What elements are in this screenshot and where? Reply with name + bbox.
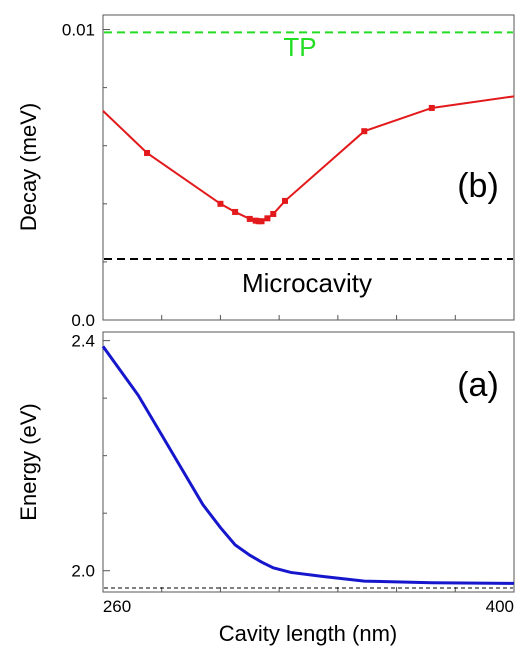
energy-y-ticks: 2.0 2.4 [71,332,110,581]
decay-data-point [264,215,271,222]
energy-x-ticks: 260 400 [102,584,515,616]
decay-series-line [102,95,515,223]
decay-data-point [217,200,224,207]
microcavity-label: Microcavity [242,268,372,298]
tp-label: TP [283,32,316,62]
x-tick-label: 260 [103,597,131,616]
decay-data-point [270,210,277,217]
decay-data-point [282,197,289,204]
decay-y-axis-label: Decay (meV) [16,103,41,231]
decay-data-point [361,128,368,135]
energy-y-tick-label: 2.4 [71,332,95,351]
decay-y-tick-label: 0.01 [62,21,95,40]
energy-panel: 2.0 2.4 260 400 (a) Energy (eV) Cavity len… [16,331,515,646]
decay-y-tick-label: 0.0 [71,311,95,330]
decay-plot-frame [102,14,515,321]
decay-y-ticks: 0.0 0.01 [62,21,110,330]
decay-panel-label: (b) [457,167,499,205]
decay-data-point [144,149,151,156]
decay-series-points [144,104,435,225]
decay-data-point [246,215,253,222]
decay-panel: TP Microcavity 0.0 0.01 (b) Decay (meV) [16,14,515,330]
x-tick-label: 400 [486,597,514,616]
energy-y-axis-label: Energy (eV) [16,403,41,520]
energy-y-tick-label: 2.0 [71,562,95,581]
energy-series-line [101,345,515,585]
energy-panel-label: (a) [457,366,499,404]
decay-data-point [232,208,239,215]
decay-minor-ticks [103,87,456,320]
decay-data-point [258,218,265,225]
x-axis-label: Cavity length (nm) [219,621,398,646]
decay-data-point [428,104,435,111]
energy-plot-frame [102,331,515,593]
